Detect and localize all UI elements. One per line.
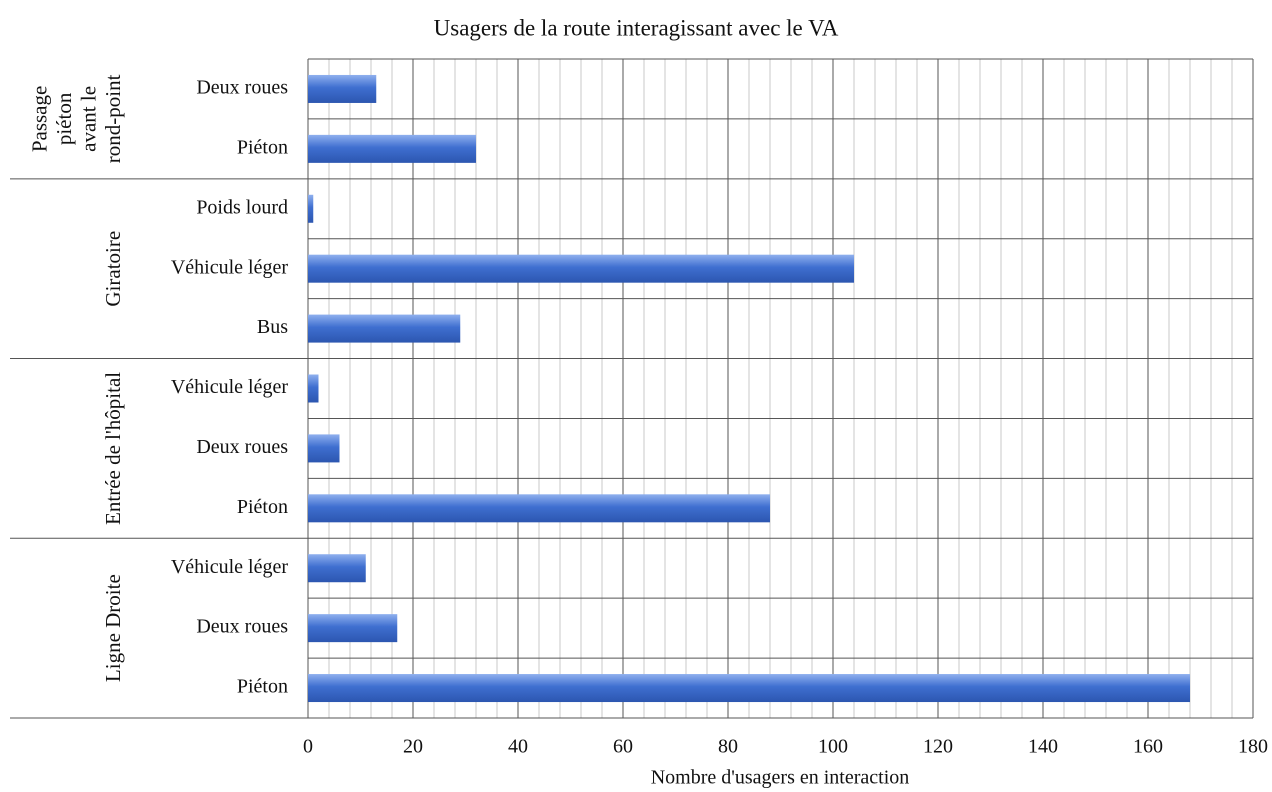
x-tick-label: 180 (1238, 736, 1268, 758)
bar (308, 134, 476, 163)
y-tick-label: Véhicule léger (171, 256, 288, 278)
y-tick-label: Deux roues (196, 436, 288, 458)
y-tick-label: Piéton (237, 136, 288, 158)
group-label: Ligne Droite (101, 574, 125, 682)
y-tick-label: Véhicule léger (171, 376, 288, 398)
y-tick-label: Poids lourd (196, 196, 288, 218)
bar (308, 374, 319, 403)
y-tick-label: Piéton (237, 496, 288, 518)
group-label: rond-point (101, 74, 125, 163)
bar (308, 254, 854, 283)
y-tick-label: Piéton (237, 676, 288, 698)
x-tick-label: 160 (1133, 736, 1163, 758)
x-tick-label: 60 (613, 736, 633, 758)
y-tick-label: Deux roues (196, 616, 288, 638)
group-label: Giratoire (101, 231, 125, 307)
bar (308, 674, 1190, 703)
x-tick-label: 80 (718, 736, 738, 758)
x-tick-label: 20 (403, 736, 423, 758)
y-tick-label: Véhicule léger (171, 556, 288, 578)
bar (308, 74, 377, 103)
x-tick-label: 100 (818, 736, 848, 758)
x-tick-label: 40 (508, 736, 528, 758)
x-tick-label: 120 (923, 736, 953, 758)
chart-title: Usagers de la route interagissant avec l… (434, 15, 839, 40)
bar (308, 314, 461, 343)
bar (308, 194, 314, 223)
group-label: avant le (76, 86, 100, 152)
x-tick-label: 0 (303, 736, 313, 758)
y-tick-label: Bus (257, 316, 288, 338)
group-label: Entrée de l'hôpital (101, 372, 125, 525)
y-tick-label: Deux roues (196, 77, 288, 99)
bar (308, 434, 340, 463)
group-label: piéton (52, 92, 76, 145)
x-tick-label: 140 (1028, 736, 1058, 758)
x-axis-label: Nombre d'usagers en interaction (651, 767, 910, 789)
bar (308, 494, 770, 523)
bar (308, 554, 366, 583)
bar (308, 614, 398, 643)
group-label: Passage (27, 86, 51, 153)
